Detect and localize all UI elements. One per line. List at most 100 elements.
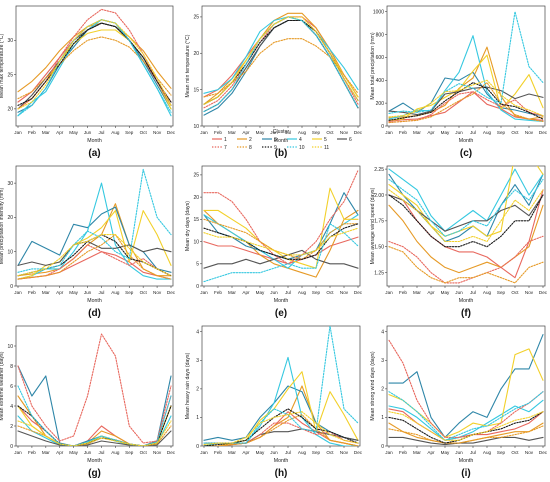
x-tick-label: Oct [511, 290, 519, 295]
legend-item-3: 3 [262, 137, 277, 143]
x-tick-label: Apr [242, 450, 250, 455]
panel-g: 0 2 4 6 8 10 Jan Feb Mar Apr May Jun Jul Aug Sep Oct Nov… [0, 325, 176, 479]
y-tick-label: 10 [7, 344, 13, 350]
legend-label: 11 [324, 145, 329, 151]
series-line-5 [17, 210, 172, 280]
legend-item-11: 11 [312, 145, 329, 151]
series-line-7 [388, 339, 544, 438]
panel-d: 0 10 20 30 Jan Feb Mar Apr May Jun Jul Aug Sep Oct Nov… [0, 165, 176, 319]
panel-caption: (h) [275, 468, 288, 479]
x-tick-label: Dec [354, 450, 363, 455]
plot-frame [386, 165, 546, 287]
legend-label: 9 [274, 145, 277, 151]
x-axis-label: Month [87, 138, 102, 144]
series-line-10 [203, 223, 359, 283]
series-line-11 [17, 234, 172, 277]
x-tick-label: Jan [385, 450, 393, 455]
series-line-6 [17, 240, 172, 266]
x-tick-label: Jul [470, 290, 476, 295]
x-tick-label: Nov [525, 450, 534, 455]
x-tick-label: May [441, 130, 450, 135]
x-tick-label: Nov [153, 450, 162, 455]
panel-caption: (g) [88, 468, 101, 479]
legend-item-1: 1 [212, 137, 227, 143]
series-line-3 [17, 206, 172, 273]
y-tick-label: 4 [10, 404, 13, 410]
x-tick-label: Jun [455, 130, 463, 135]
panel-caption: (e) [275, 308, 287, 319]
panel-caption: (f) [461, 308, 471, 319]
plot-frame [201, 5, 361, 127]
x-tick-label: Feb [214, 450, 222, 455]
x-tick-label: Jun [270, 450, 278, 455]
y-tick-label: 10 [193, 239, 199, 245]
y-tick-label: 10 [193, 124, 199, 130]
x-tick-label: Aug [111, 130, 120, 135]
x-tick-label: Jan [200, 130, 208, 135]
series-line-8 [17, 234, 172, 280]
series-group [388, 334, 544, 446]
y-tick-label: 2 [10, 424, 13, 430]
x-tick-label: Jul [99, 290, 105, 295]
series-line-4 [388, 168, 544, 232]
legend-item-2: 2 [237, 137, 252, 143]
series-line-9 [388, 82, 544, 121]
x-tick-label: Sep [312, 130, 321, 135]
legend-item-8: 8 [237, 145, 252, 151]
series-line-10 [17, 385, 172, 446]
x-tick-label: Nov [340, 290, 349, 295]
y-tick-label: 0 [381, 444, 384, 450]
x-axis-label: Month [87, 298, 102, 304]
plot-frame [201, 165, 361, 287]
series-line-1 [203, 16, 359, 98]
legend-item-4: 4 [287, 137, 302, 143]
y-axis-label: Mean average wind speed (days) [370, 187, 376, 264]
x-tick-label: Nov [525, 290, 534, 295]
series-line-11 [203, 227, 359, 256]
x-tick-label: Feb [399, 450, 407, 455]
plot-frame [15, 165, 174, 287]
x-tick-label: Sep [497, 450, 506, 455]
x-tick-label: Apr [427, 290, 435, 295]
y-tick-label: 2.00 [374, 193, 384, 199]
x-tick-label: Jun [455, 290, 463, 295]
y-axis-label: Mean min temperature (°C) [185, 34, 191, 97]
series-line-8 [203, 414, 359, 446]
y-tick-label: 1.50 [374, 244, 384, 250]
x-tick-label: Mar [413, 130, 421, 135]
x-tick-label: Sep [312, 290, 321, 295]
series-line-2 [388, 204, 544, 274]
series-line-11 [17, 19, 172, 110]
x-tick-label: Jun [270, 130, 278, 135]
x-tick-label: Aug [298, 130, 307, 135]
x-tick-label: Dec [539, 290, 548, 295]
x-tick-label: Oct [140, 450, 148, 455]
y-tick-label: 3 [196, 358, 199, 364]
panel-caption: (i) [461, 468, 470, 479]
y-tick-label: 400 [376, 78, 385, 84]
x-tick-label: Apr [427, 130, 435, 135]
x-tick-label: Nov [340, 130, 349, 135]
series-line-5 [388, 348, 544, 438]
x-tick-label: Jan [200, 450, 208, 455]
x-tick-label: Mar [42, 290, 50, 295]
plot-frame [386, 5, 546, 127]
series-line-4 [388, 399, 544, 441]
y-axis-label: Mean extreme weather (days) [0, 351, 5, 420]
x-tick-label: Dec [167, 290, 176, 295]
x-tick-label: Oct [511, 450, 519, 455]
y-axis-label: Mean dry days (days) [185, 201, 191, 251]
series-line-3 [203, 192, 359, 260]
x-tick-label: Nov [153, 290, 162, 295]
x-tick-label: May [441, 450, 450, 455]
y-tick-label: 20 [193, 195, 199, 201]
series-line-9 [203, 223, 359, 260]
x-tick-label: Apr [242, 290, 250, 295]
x-axis-label: Month [87, 458, 102, 464]
x-tick-label: Oct [326, 450, 334, 455]
y-tick-label: 1.75 [374, 219, 384, 225]
x-tick-label: Sep [125, 450, 134, 455]
x-tick-label: Dec [167, 450, 176, 455]
series-line-4 [203, 214, 359, 269]
x-tick-label: Jun [270, 290, 278, 295]
